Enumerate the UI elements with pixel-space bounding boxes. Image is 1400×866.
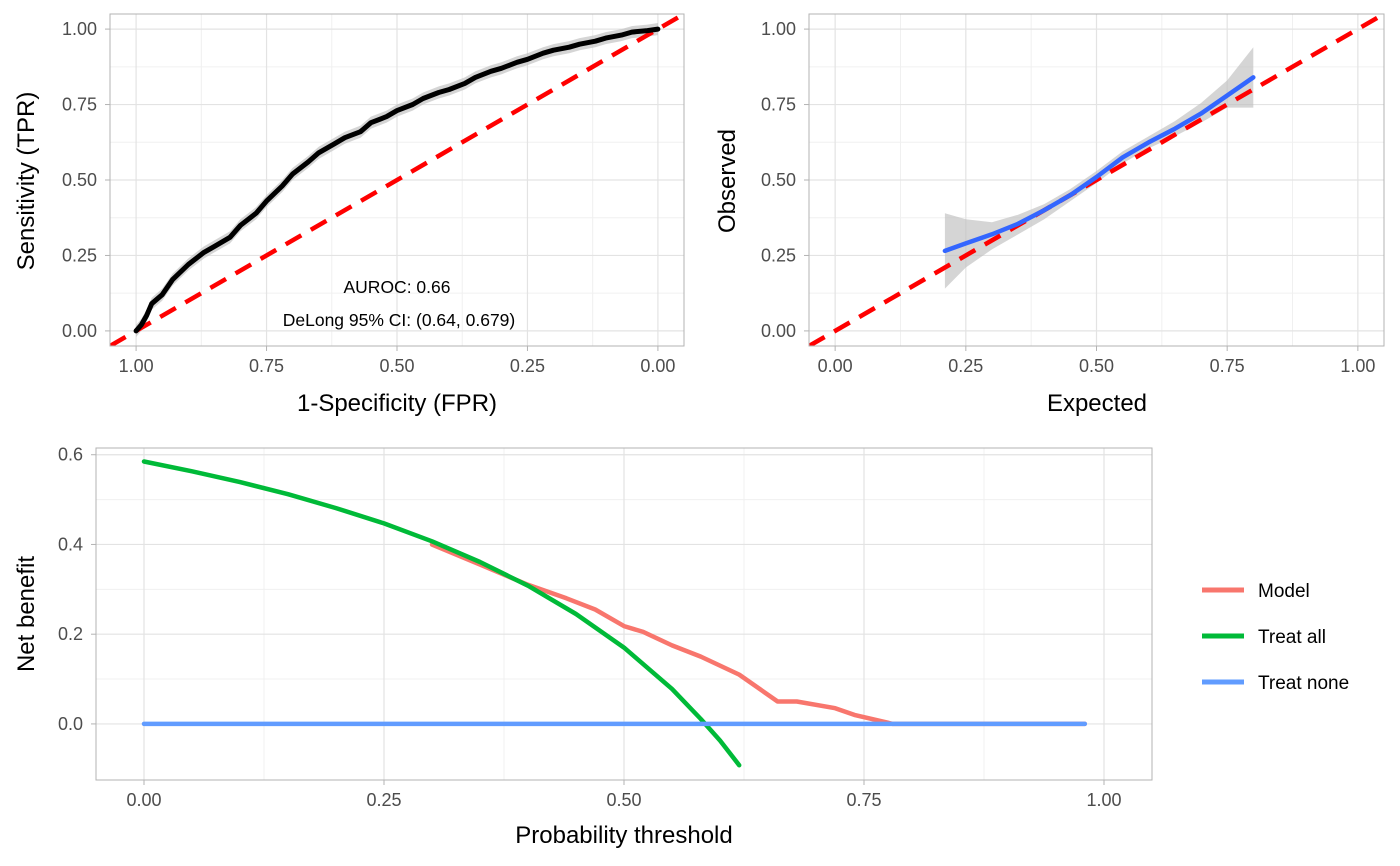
roc-y-axis-title: Sensitivity (TPR) xyxy=(13,92,40,271)
decision-curve-x-axis-title: Probability threshold xyxy=(515,822,732,849)
legend: Model Treat all Treat none xyxy=(1202,581,1349,694)
decision-curve-y-tick-label: 0.4 xyxy=(58,534,83,554)
calibration-x-tick-label: 0.75 xyxy=(1210,356,1245,376)
decision-curve-x-tick-label: 0.75 xyxy=(846,790,881,810)
delong-ci-annotation: DeLong 95% CI: (0.64, 0.679) xyxy=(283,310,516,330)
legend-item-treat-none: Treat none xyxy=(1202,673,1349,694)
roc-x-tick-label: 0.75 xyxy=(249,356,284,376)
roc-x-tick-label: 0.25 xyxy=(510,356,545,376)
calibration-x-tick-label: 0.00 xyxy=(818,356,853,376)
roc-x-tick-label: 0.50 xyxy=(379,356,414,376)
legend-label-treat-all: Treat all xyxy=(1258,627,1326,648)
calibration-y-axis-title: Observed xyxy=(714,129,741,233)
calibration-x-axis-title: Expected xyxy=(1047,390,1147,417)
roc-y-tick-label: 1.00 xyxy=(62,19,97,39)
legend-item-model: Model xyxy=(1202,581,1310,602)
decision-curve-x-tick-label: 0.00 xyxy=(126,790,161,810)
calibration-x-tick-label: 1.00 xyxy=(1340,356,1375,376)
decision-curve-panel: 0.00 0.25 0.50 0.75 1.00 0.0 0.2 0.4 0.6 Probab… xyxy=(13,445,1153,849)
decision-curve-line-treat-all xyxy=(141,459,742,768)
roc-y-tick-label: 0.50 xyxy=(62,170,97,190)
decision-curve-y-tick-label: 0.2 xyxy=(58,624,83,644)
calibration-y-tick-label: 1.00 xyxy=(761,19,796,39)
calibration-y-tick-label: 0.00 xyxy=(761,321,796,341)
calibration-confidence-band xyxy=(944,47,1254,289)
roc-y-tick-label: 0.25 xyxy=(62,245,97,265)
legend-label-model: Model xyxy=(1258,581,1310,602)
decision-curve-y-tick-label: 0.6 xyxy=(58,445,83,465)
roc-reference-line xyxy=(110,14,684,346)
auroc-annotation: AUROC: 0.66 xyxy=(344,277,451,297)
decision-curve-y-tick-label: 0.0 xyxy=(58,714,83,734)
decision-curve-x-tick-label: 1.00 xyxy=(1086,790,1121,810)
calibration-y-tick-label: 0.25 xyxy=(761,245,796,265)
decision-curve-x-tick-label: 0.25 xyxy=(366,790,401,810)
calibration-y-tick-label: 0.75 xyxy=(761,95,796,115)
calibration-x-tick-label: 0.50 xyxy=(1079,356,1114,376)
calibration-line-series-0 xyxy=(942,75,1256,254)
roc-y-tick-label: 0.75 xyxy=(62,95,97,115)
roc-x-tick-label: 1.00 xyxy=(119,356,154,376)
legend-item-treat-all: Treat all xyxy=(1202,627,1326,648)
roc-y-tick-label: 0.00 xyxy=(62,321,97,341)
calibration-reference-line xyxy=(809,14,1384,346)
roc-panel: 1.00 0.75 0.50 0.25 0.00 0.00 0.25 0.50 0.75 1.0… xyxy=(13,13,685,417)
roc-x-axis-title: 1-Specificity (FPR) xyxy=(297,390,497,417)
calibration-panel: 0.00 0.25 0.50 0.75 1.00 0.00 0.25 0.50 0.75 1.0… xyxy=(714,13,1385,417)
roc-x-tick-label: 0.00 xyxy=(640,356,675,376)
decision-curve-y-axis-title: Net benefit xyxy=(13,556,40,672)
calibration-x-tick-label: 0.25 xyxy=(948,356,983,376)
roc-line-series-0 xyxy=(133,26,661,334)
calibration-y-tick-label: 0.50 xyxy=(761,170,796,190)
decision-curve-x-tick-label: 0.50 xyxy=(606,790,641,810)
legend-label-treat-none: Treat none xyxy=(1258,673,1349,694)
